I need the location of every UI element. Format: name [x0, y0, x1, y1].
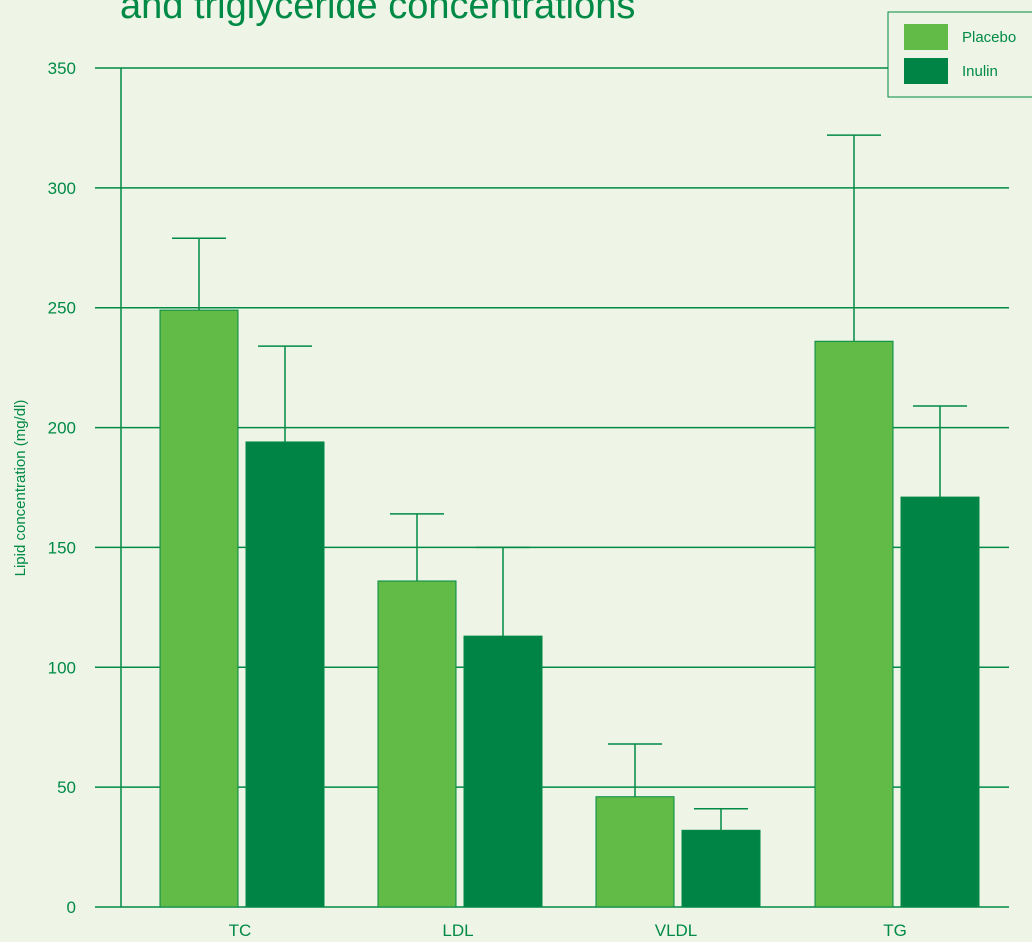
legend-label-placebo: Placebo [962, 29, 1016, 46]
legend-swatch-inulin [904, 58, 948, 84]
bar-inulin-vldl [681, 829, 761, 908]
bar-inulin-tg [900, 496, 980, 908]
y-tick-label: 200 [48, 419, 76, 438]
y-tick-label: 50 [57, 778, 76, 797]
bar-placebo-vldl [595, 796, 675, 908]
x-tick-label: TC [229, 921, 252, 940]
bar-placebo-ldl [377, 580, 457, 908]
y-tick-label: 250 [48, 299, 76, 318]
bar-placebo-tg [814, 340, 894, 908]
bar-placebo-tc [159, 309, 239, 908]
bar-inulin-ldl [463, 635, 543, 908]
x-tick-label: LDL [442, 921, 473, 940]
bar-inulin-tc [245, 441, 325, 908]
legend-label-inulin: Inulin [962, 63, 998, 80]
x-tick-label: TG [883, 921, 907, 940]
legend-swatch-placebo [904, 24, 948, 50]
axis-layer: 0 50 100 150 200 250 300 350 TC LDL VLDL TG [48, 59, 907, 940]
y-tick-label: 150 [48, 538, 76, 557]
bars-layer [159, 134, 980, 908]
y-tick-label: 0 [67, 898, 76, 917]
y-axis-title: Lipid concentration (mg/dl) [12, 400, 29, 577]
legend: Placebo Inulin [887, 11, 1032, 98]
y-tick-label: 100 [48, 658, 76, 677]
x-tick-label: VLDL [655, 921, 698, 940]
chart-title: and triglyceride concentrations [120, 0, 635, 27]
y-tick-label: 350 [48, 59, 76, 78]
y-tick-label: 300 [48, 179, 76, 198]
